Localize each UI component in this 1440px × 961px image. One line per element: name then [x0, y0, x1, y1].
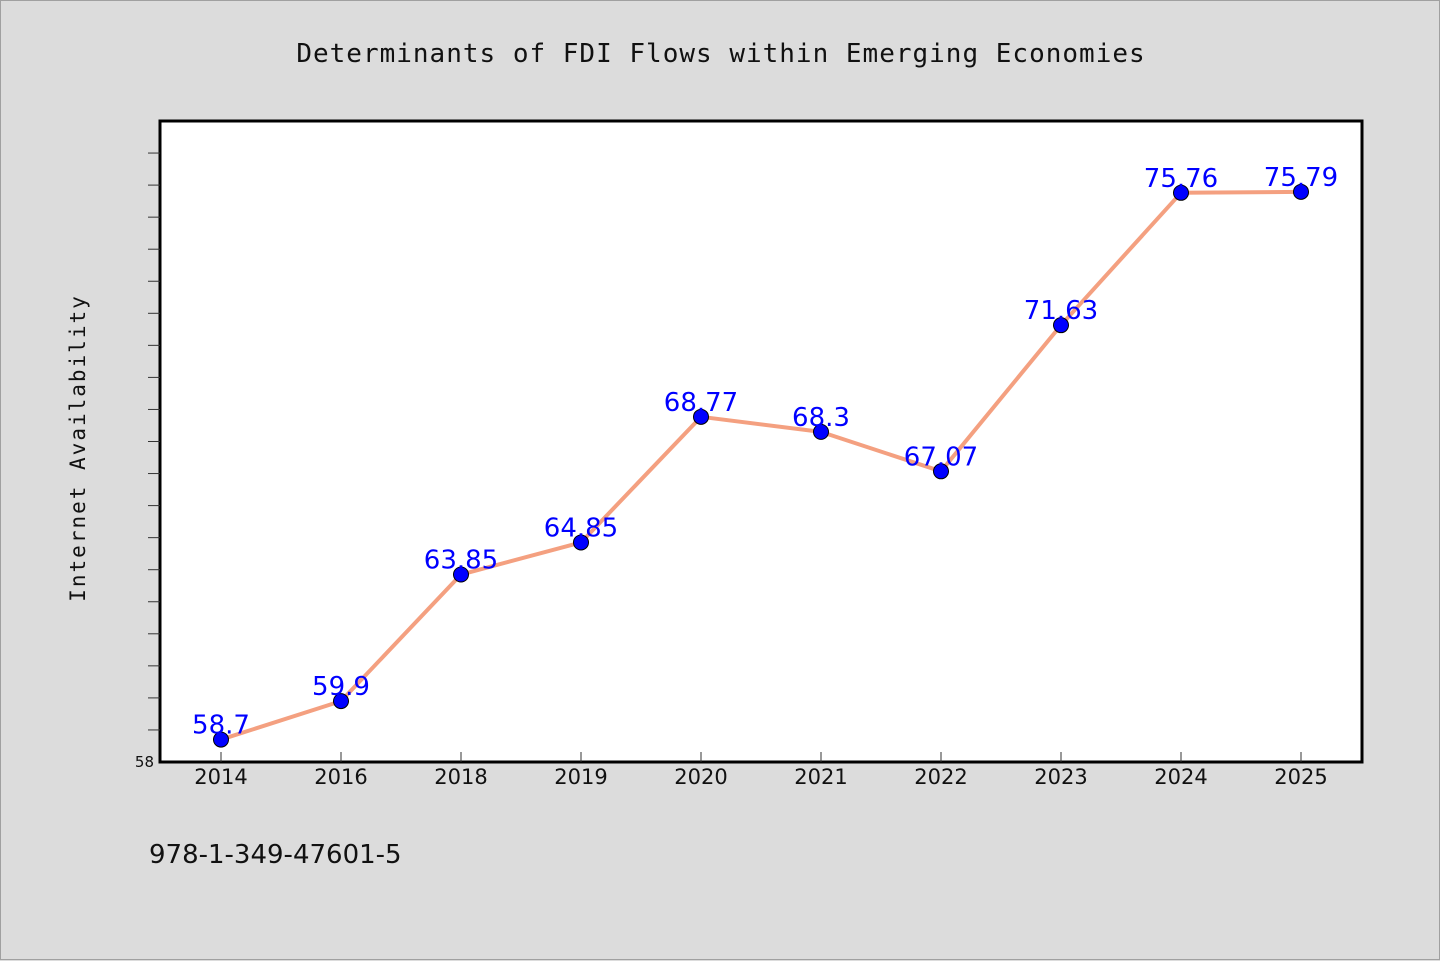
y-axis-label: Internet Availability [66, 294, 90, 602]
data-label: 67.07 [904, 442, 978, 472]
plot-area [158, 119, 1364, 764]
data-point [693, 408, 709, 425]
isbn-text: 978-1-349-47601-5 [149, 840, 402, 870]
data-label: 71.63 [1024, 296, 1098, 326]
x-tick-label: 2025 [1274, 765, 1327, 789]
x-tick-label: 2018 [434, 765, 487, 789]
x-axis-ticks: 2014 2016 2018 2019 2020 2021 2022 2023 2024 2025 [194, 752, 1328, 789]
x-tick-label: 2014 [194, 765, 247, 789]
x-tick-label: 2023 [1034, 765, 1087, 789]
x-tick-label: 2016 [314, 765, 367, 789]
data-labels: 58.7 59.9 63.85 64.85 68.77 68.3 67.07 71.63 75.… [192, 163, 1338, 741]
x-tick-label: 2019 [554, 765, 607, 789]
series-layer [213, 183, 1309, 748]
data-label: 64.85 [544, 513, 618, 543]
data-point [213, 731, 229, 748]
data-point [1173, 184, 1189, 201]
data-point [813, 423, 829, 440]
data-point [573, 534, 589, 551]
data-label: 59.9 [312, 672, 370, 702]
data-label: 75.76 [1144, 164, 1218, 194]
x-tick-label: 2021 [794, 765, 847, 789]
series-line [220, 189, 1302, 742]
data-label: 58.7 [192, 711, 250, 741]
x-tick-label: 2022 [914, 765, 967, 789]
x-tick-label: 2024 [1154, 765, 1207, 789]
data-point [1293, 183, 1309, 200]
data-point [1053, 317, 1069, 334]
data-label: 68.3 [792, 403, 850, 433]
y-axis-ticks: 58 [135, 152, 160, 771]
data-point [933, 463, 949, 480]
data-label: 68.77 [664, 388, 738, 418]
chart-title: Determinants of FDI Flows within Emergin… [296, 39, 1145, 69]
data-label: 63.85 [424, 546, 498, 576]
data-point [333, 693, 349, 710]
data-label: 75.79 [1264, 163, 1338, 193]
y-tick-label: 58 [135, 753, 154, 771]
data-point [453, 566, 469, 583]
x-tick-label: 2020 [674, 765, 727, 789]
